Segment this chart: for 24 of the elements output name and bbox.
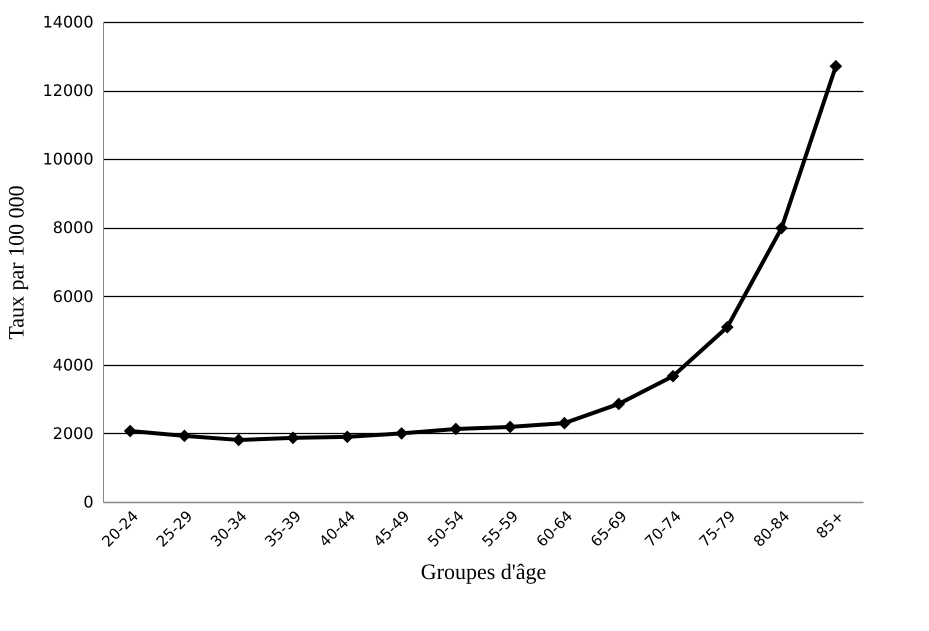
point (124, 424, 136, 438)
point (286, 432, 300, 444)
point (558, 416, 571, 430)
point (612, 398, 626, 410)
point (830, 60, 842, 73)
point (666, 370, 680, 382)
y-tick-label: 10000 (42, 150, 94, 169)
point (340, 430, 354, 444)
point (504, 420, 516, 434)
y-tick-label: 2000 (52, 424, 94, 443)
point (395, 427, 408, 440)
point (232, 434, 246, 446)
x-axis-title: Groupes d'âge (420, 558, 546, 584)
y-tick-label: 4000 (52, 355, 94, 374)
y-tick-label: 0 (83, 492, 94, 512)
y-tick-label: 12000 (42, 81, 94, 100)
y-tick-label: 14000 (42, 12, 94, 32)
y-tick-label: 6000 (52, 286, 94, 306)
point (178, 430, 191, 442)
point (720, 320, 734, 334)
point (775, 222, 788, 234)
y-axis-title: Taux par 100 000 (4, 185, 29, 340)
y-tick-label: 8000 (52, 218, 94, 238)
x-tick-label: 85+ (812, 507, 848, 542)
